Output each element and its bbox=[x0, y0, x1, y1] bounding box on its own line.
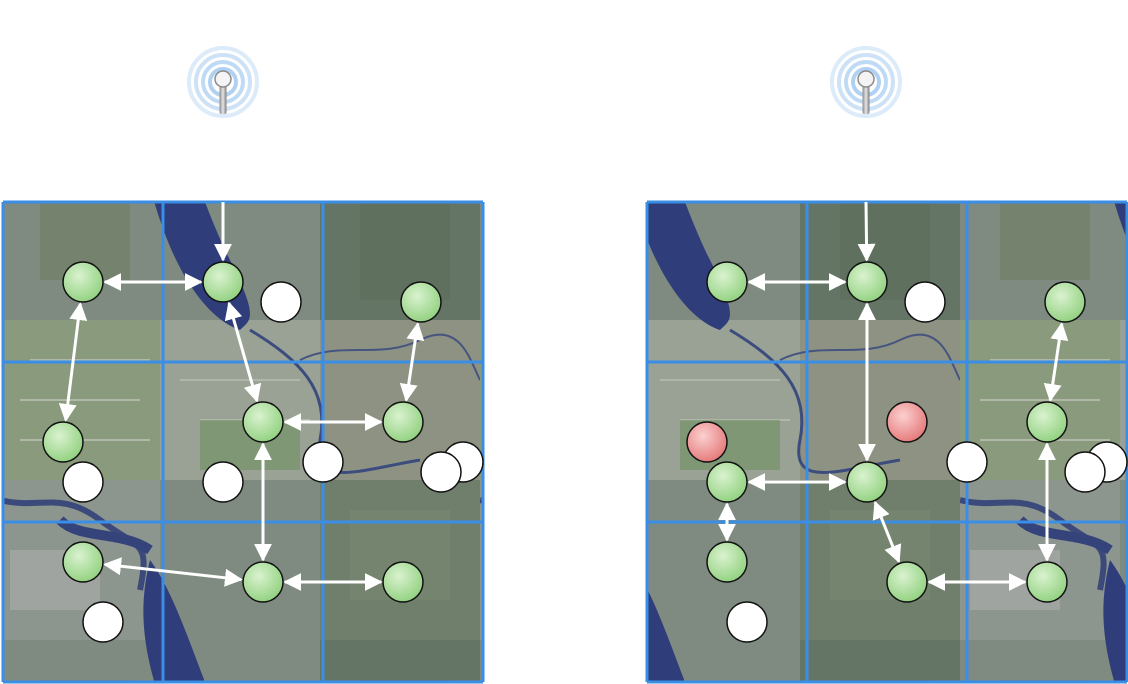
sensor-node-idle[interactable] bbox=[62, 461, 104, 503]
sensor-node-idle[interactable] bbox=[420, 451, 462, 493]
signal-wave bbox=[187, 46, 259, 118]
link-a1-a6 bbox=[58, 302, 88, 422]
sensor-node-active[interactable] bbox=[382, 401, 424, 443]
sensor-node-failed[interactable] bbox=[686, 421, 728, 463]
sensor-node-idle[interactable] bbox=[946, 441, 988, 483]
sensor-node-idle[interactable] bbox=[302, 441, 344, 483]
sensor-node-active[interactable] bbox=[706, 261, 748, 303]
sensor-node-active[interactable] bbox=[846, 461, 888, 503]
sensor-node-idle[interactable] bbox=[904, 281, 946, 323]
nodes bbox=[686, 261, 1128, 643]
sensor-node-idle[interactable] bbox=[82, 601, 124, 643]
sensor-node-idle[interactable] bbox=[202, 461, 244, 503]
panel-left bbox=[1, 46, 485, 684]
sensor-node-active[interactable] bbox=[42, 421, 84, 463]
sensor-node-idle[interactable] bbox=[260, 281, 302, 323]
link-a7-a8 bbox=[103, 557, 243, 587]
antenna-mast bbox=[219, 82, 227, 114]
sensor-node-active[interactable] bbox=[202, 261, 244, 303]
sensor-node-active[interactable] bbox=[62, 261, 104, 303]
antenna-icon bbox=[830, 46, 902, 118]
signal-wave bbox=[830, 46, 902, 118]
antenna-mast bbox=[862, 82, 870, 114]
sensor-node-active[interactable] bbox=[242, 401, 284, 443]
sensor-node-active[interactable] bbox=[846, 261, 888, 303]
links bbox=[718, 201, 1069, 591]
link-antenna-a2 bbox=[857, 201, 876, 262]
sensor-node-active[interactable] bbox=[1026, 561, 1068, 603]
antenna-icon bbox=[187, 46, 259, 118]
sensor-node-active[interactable] bbox=[886, 561, 928, 603]
sensor-node-idle[interactable] bbox=[726, 601, 768, 643]
sensor-node-active[interactable] bbox=[242, 561, 284, 603]
link-a3-a5 bbox=[399, 321, 425, 403]
link-a6-a8 bbox=[872, 500, 902, 564]
links bbox=[58, 202, 425, 591]
sensor-node-active[interactable] bbox=[706, 541, 748, 583]
sensor-node-active[interactable] bbox=[1044, 281, 1086, 323]
link-a3-a4 bbox=[1043, 321, 1069, 403]
sensor-node-active[interactable] bbox=[382, 561, 424, 603]
antenna-tip bbox=[857, 70, 875, 88]
panel-right bbox=[645, 46, 1128, 684]
antenna-tip bbox=[214, 70, 232, 88]
sensor-node-active[interactable] bbox=[1026, 401, 1068, 443]
nodes bbox=[42, 261, 484, 643]
sensor-node-idle[interactable] bbox=[1064, 451, 1106, 493]
sensor-node-failed[interactable] bbox=[886, 401, 928, 443]
link-a2-a4 bbox=[224, 301, 262, 403]
sensor-node-active[interactable] bbox=[62, 541, 104, 583]
sensor-node-active[interactable] bbox=[400, 281, 442, 323]
sensor-node-active[interactable] bbox=[706, 461, 748, 503]
